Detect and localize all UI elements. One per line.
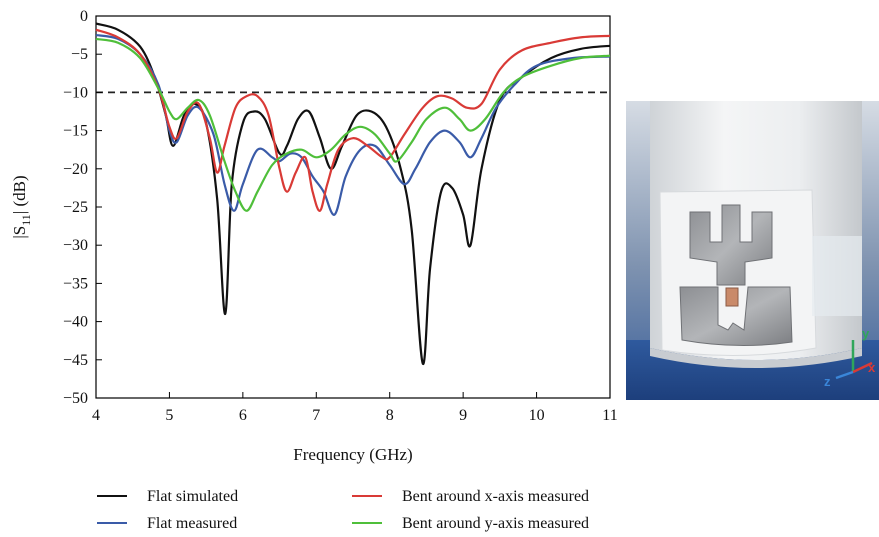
- x-tick-label: 10: [529, 407, 545, 424]
- x-tick-label: 5: [165, 407, 173, 424]
- y-tick-label: −40: [63, 314, 88, 331]
- x-axis-title: Frequency (GHz): [293, 445, 412, 464]
- y-tick-label: −20: [63, 161, 88, 178]
- y-tick-label: −30: [63, 237, 88, 254]
- y-axis-title: |S11| (dB): [10, 175, 33, 238]
- legend-label-flat-simulated: Flat simulated: [147, 488, 238, 505]
- antenna-photo: y z x: [626, 101, 879, 400]
- x-tick-label: 6: [239, 407, 247, 424]
- feed-connector: [725, 287, 739, 307]
- photo-axis-y-label: y: [862, 326, 870, 341]
- x-tick-label: 9: [459, 407, 467, 424]
- series-line-flat-simulated: [95, 22, 611, 365]
- legend: Flat simulated Flat measured Bent around…: [97, 488, 589, 532]
- x-tick-label: 7: [312, 407, 320, 424]
- photo-axis-z-label: z: [824, 374, 831, 389]
- antenna-upper-element: [689, 204, 773, 286]
- y-tick-label: −15: [63, 123, 88, 140]
- x-tick-label: 4: [92, 407, 100, 424]
- plot-frame: [95, 15, 611, 399]
- y-tick-label: −10: [63, 84, 88, 101]
- photo-axis-x-label: x: [868, 360, 876, 375]
- antenna-lower-element: [679, 286, 793, 347]
- y-tick-label: 0: [80, 8, 88, 25]
- y-tick-label: −45: [63, 352, 88, 369]
- y-tick-label: −50: [63, 390, 88, 407]
- y-tick-label: −35: [63, 275, 88, 292]
- x-tick-label: 8: [386, 407, 394, 424]
- series-line-bent-around-y-axis-measured: [95, 37, 611, 212]
- y-tick-label: −5: [71, 46, 88, 63]
- series-line-flat-measured: [95, 34, 611, 216]
- legend-label-bent-y: Bent around y-axis measured: [402, 515, 589, 532]
- y-tick-label: −25: [63, 199, 88, 216]
- legend-label-bent-x: Bent around x-axis measured: [402, 488, 589, 505]
- x-tick-label: 11: [602, 407, 617, 424]
- legend-label-flat-measured: Flat measured: [147, 515, 237, 532]
- series-line-bent-around-x-axis-measured: [95, 28, 611, 212]
